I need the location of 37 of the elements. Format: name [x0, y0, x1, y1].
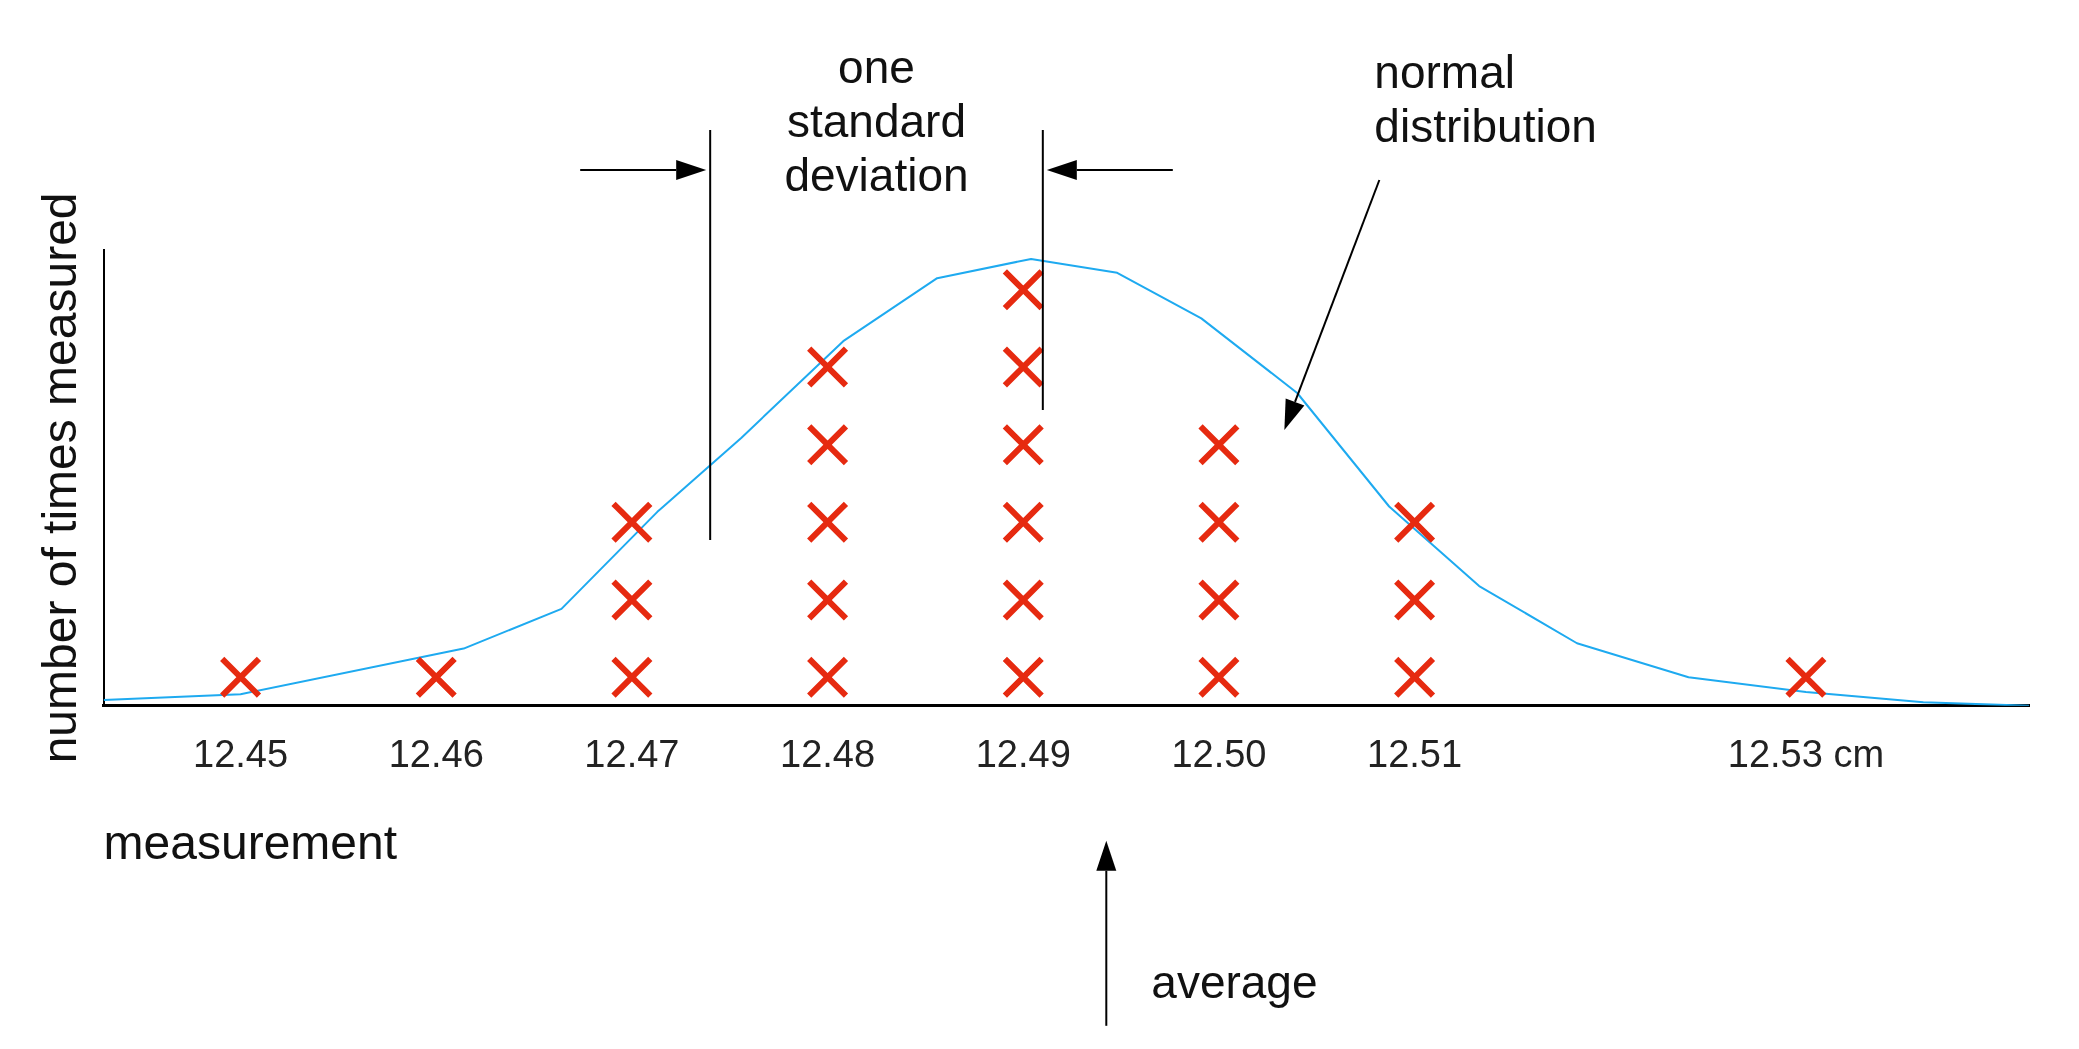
point [1001, 345, 1045, 389]
point [1001, 423, 1045, 467]
x-tick-label: 12.47 [584, 733, 680, 776]
point [806, 655, 849, 699]
point [1001, 268, 1045, 312]
point [806, 500, 849, 544]
x-tick-label: 12.50 [1171, 733, 1267, 776]
point [1784, 655, 1828, 699]
x-axis-title: measurement [103, 816, 398, 870]
point [1393, 578, 1436, 622]
x-tick-label: 12.49 [975, 733, 1071, 776]
point [1001, 578, 1045, 622]
point [806, 345, 849, 389]
point [219, 655, 262, 699]
point [806, 578, 849, 622]
point [1197, 500, 1241, 544]
point [1393, 500, 1436, 544]
point [610, 500, 654, 544]
x-tick-label: 12.45 [193, 733, 289, 776]
point [1393, 655, 1436, 699]
point [1001, 655, 1045, 699]
x-tick-label: 12.46 [388, 733, 484, 776]
point [414, 655, 458, 699]
text: one standard deviation [784, 40, 969, 201]
text: average [1151, 956, 1318, 1009]
y-axis-title: number of times measured [33, 192, 87, 764]
x-tick-label: 12.51 [1367, 733, 1463, 776]
point [610, 655, 654, 699]
point [1197, 423, 1241, 467]
point [1197, 655, 1241, 699]
x-tick-label: 12.48 [780, 733, 876, 776]
x-tick-label: 12.53 cm [1727, 733, 1885, 776]
point [1001, 500, 1045, 544]
point [806, 423, 849, 467]
text: normal distribution [1374, 45, 1597, 152]
point [610, 578, 654, 622]
point [1197, 578, 1241, 622]
